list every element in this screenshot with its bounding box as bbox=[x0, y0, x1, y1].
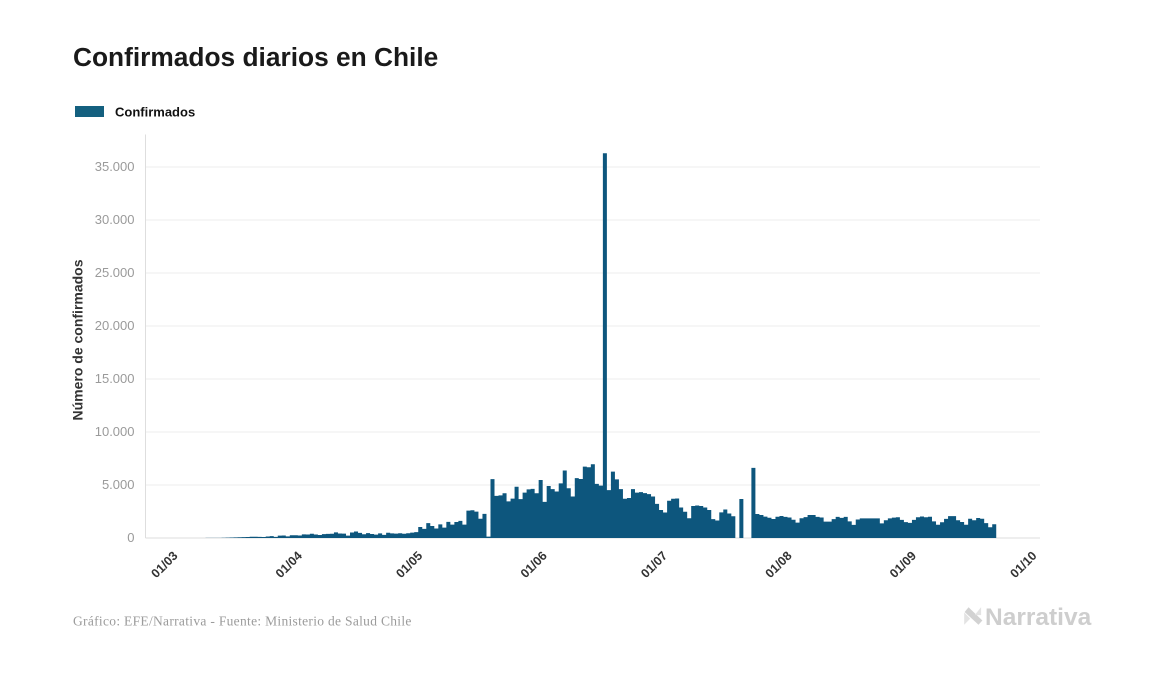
svg-text:Confirmados diarios en Chile: Confirmados diarios en Chile bbox=[73, 42, 438, 72]
svg-text:Gráfico: EFE/Narrativa - Fuent: Gráfico: EFE/Narrativa - Fuente: Ministe… bbox=[73, 614, 412, 629]
svg-text:30.000: 30.000 bbox=[95, 212, 135, 227]
svg-text:5.000: 5.000 bbox=[102, 477, 135, 492]
svg-text:0: 0 bbox=[127, 530, 134, 545]
svg-text:10.000: 10.000 bbox=[95, 424, 135, 439]
svg-text:20.000: 20.000 bbox=[95, 318, 135, 333]
svg-text:Confirmados: Confirmados bbox=[115, 105, 195, 120]
svg-text:Narrativa: Narrativa bbox=[985, 604, 1092, 631]
svg-text:15.000: 15.000 bbox=[95, 371, 135, 386]
svg-text:25.000: 25.000 bbox=[95, 265, 135, 280]
svg-text:Número de confirmados: Número de confirmados bbox=[70, 259, 86, 420]
svg-text:35.000: 35.000 bbox=[95, 159, 135, 174]
